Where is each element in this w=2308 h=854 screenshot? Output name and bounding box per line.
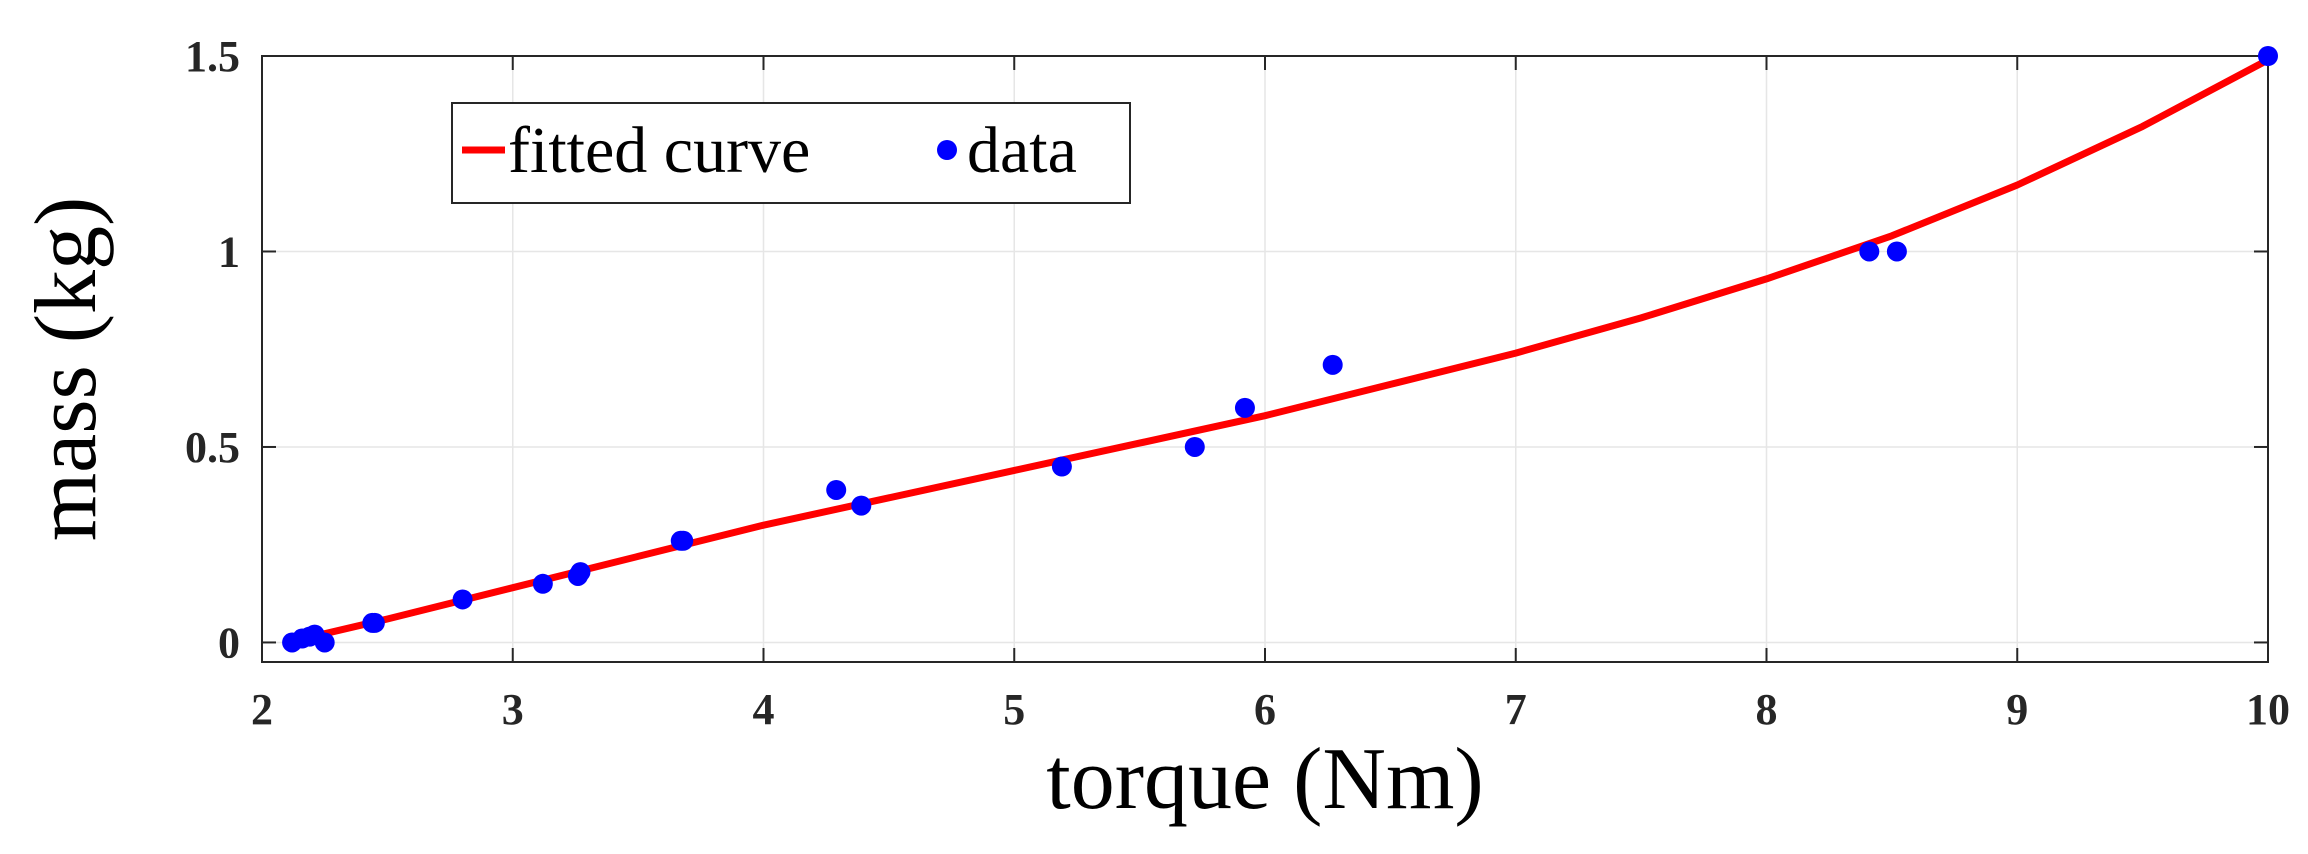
data-point	[314, 632, 335, 653]
data-point	[826, 479, 847, 500]
data-point	[1184, 436, 1205, 457]
legend-label-fitted-curve: fitted curve	[508, 114, 810, 187]
data-point	[851, 495, 872, 516]
x-tick-label: 10	[2246, 685, 2290, 734]
x-tick-label: 6	[1254, 685, 1276, 734]
data-point	[1886, 241, 1907, 262]
legend-box	[451, 102, 1131, 204]
data-point	[2258, 46, 2278, 66]
x-tick-label: 7	[1505, 685, 1527, 734]
data-point	[1322, 354, 1343, 375]
x-tick-label: 4	[753, 685, 775, 734]
x-tick-label: 9	[2006, 685, 2028, 734]
y-tick-label: 0.5	[185, 423, 240, 472]
data-point	[1234, 397, 1255, 418]
data-point	[364, 612, 385, 633]
x-axis-title: torque (Nm)	[1046, 731, 1483, 828]
x-tick-label: 8	[1756, 685, 1778, 734]
x-tick-label: 2	[251, 685, 273, 734]
x-tick-label: 3	[502, 685, 524, 734]
data-point	[532, 573, 553, 594]
x-tick-label: 5	[1003, 685, 1025, 734]
data-point	[1859, 241, 1880, 262]
y-tick-label: 1	[218, 227, 240, 276]
fitted-curve-line	[283, 56, 2272, 646]
y-axis-title: mass (kg)	[18, 197, 115, 542]
data-point	[1051, 456, 1072, 477]
ticks: 2 3 4 5 6 7 8 9 10 0 0.5 1 1.5	[185, 32, 2290, 734]
data-point	[673, 530, 694, 551]
data-point	[570, 562, 591, 583]
legend: fitted curve data	[451, 102, 1131, 204]
data-points	[282, 46, 2278, 653]
y-tick-label: 1.5	[185, 32, 240, 81]
legend-dot-swatch	[937, 140, 957, 160]
data-point	[452, 589, 473, 610]
legend-label-data: data	[967, 114, 1077, 187]
y-tick-label: 0	[218, 618, 240, 667]
